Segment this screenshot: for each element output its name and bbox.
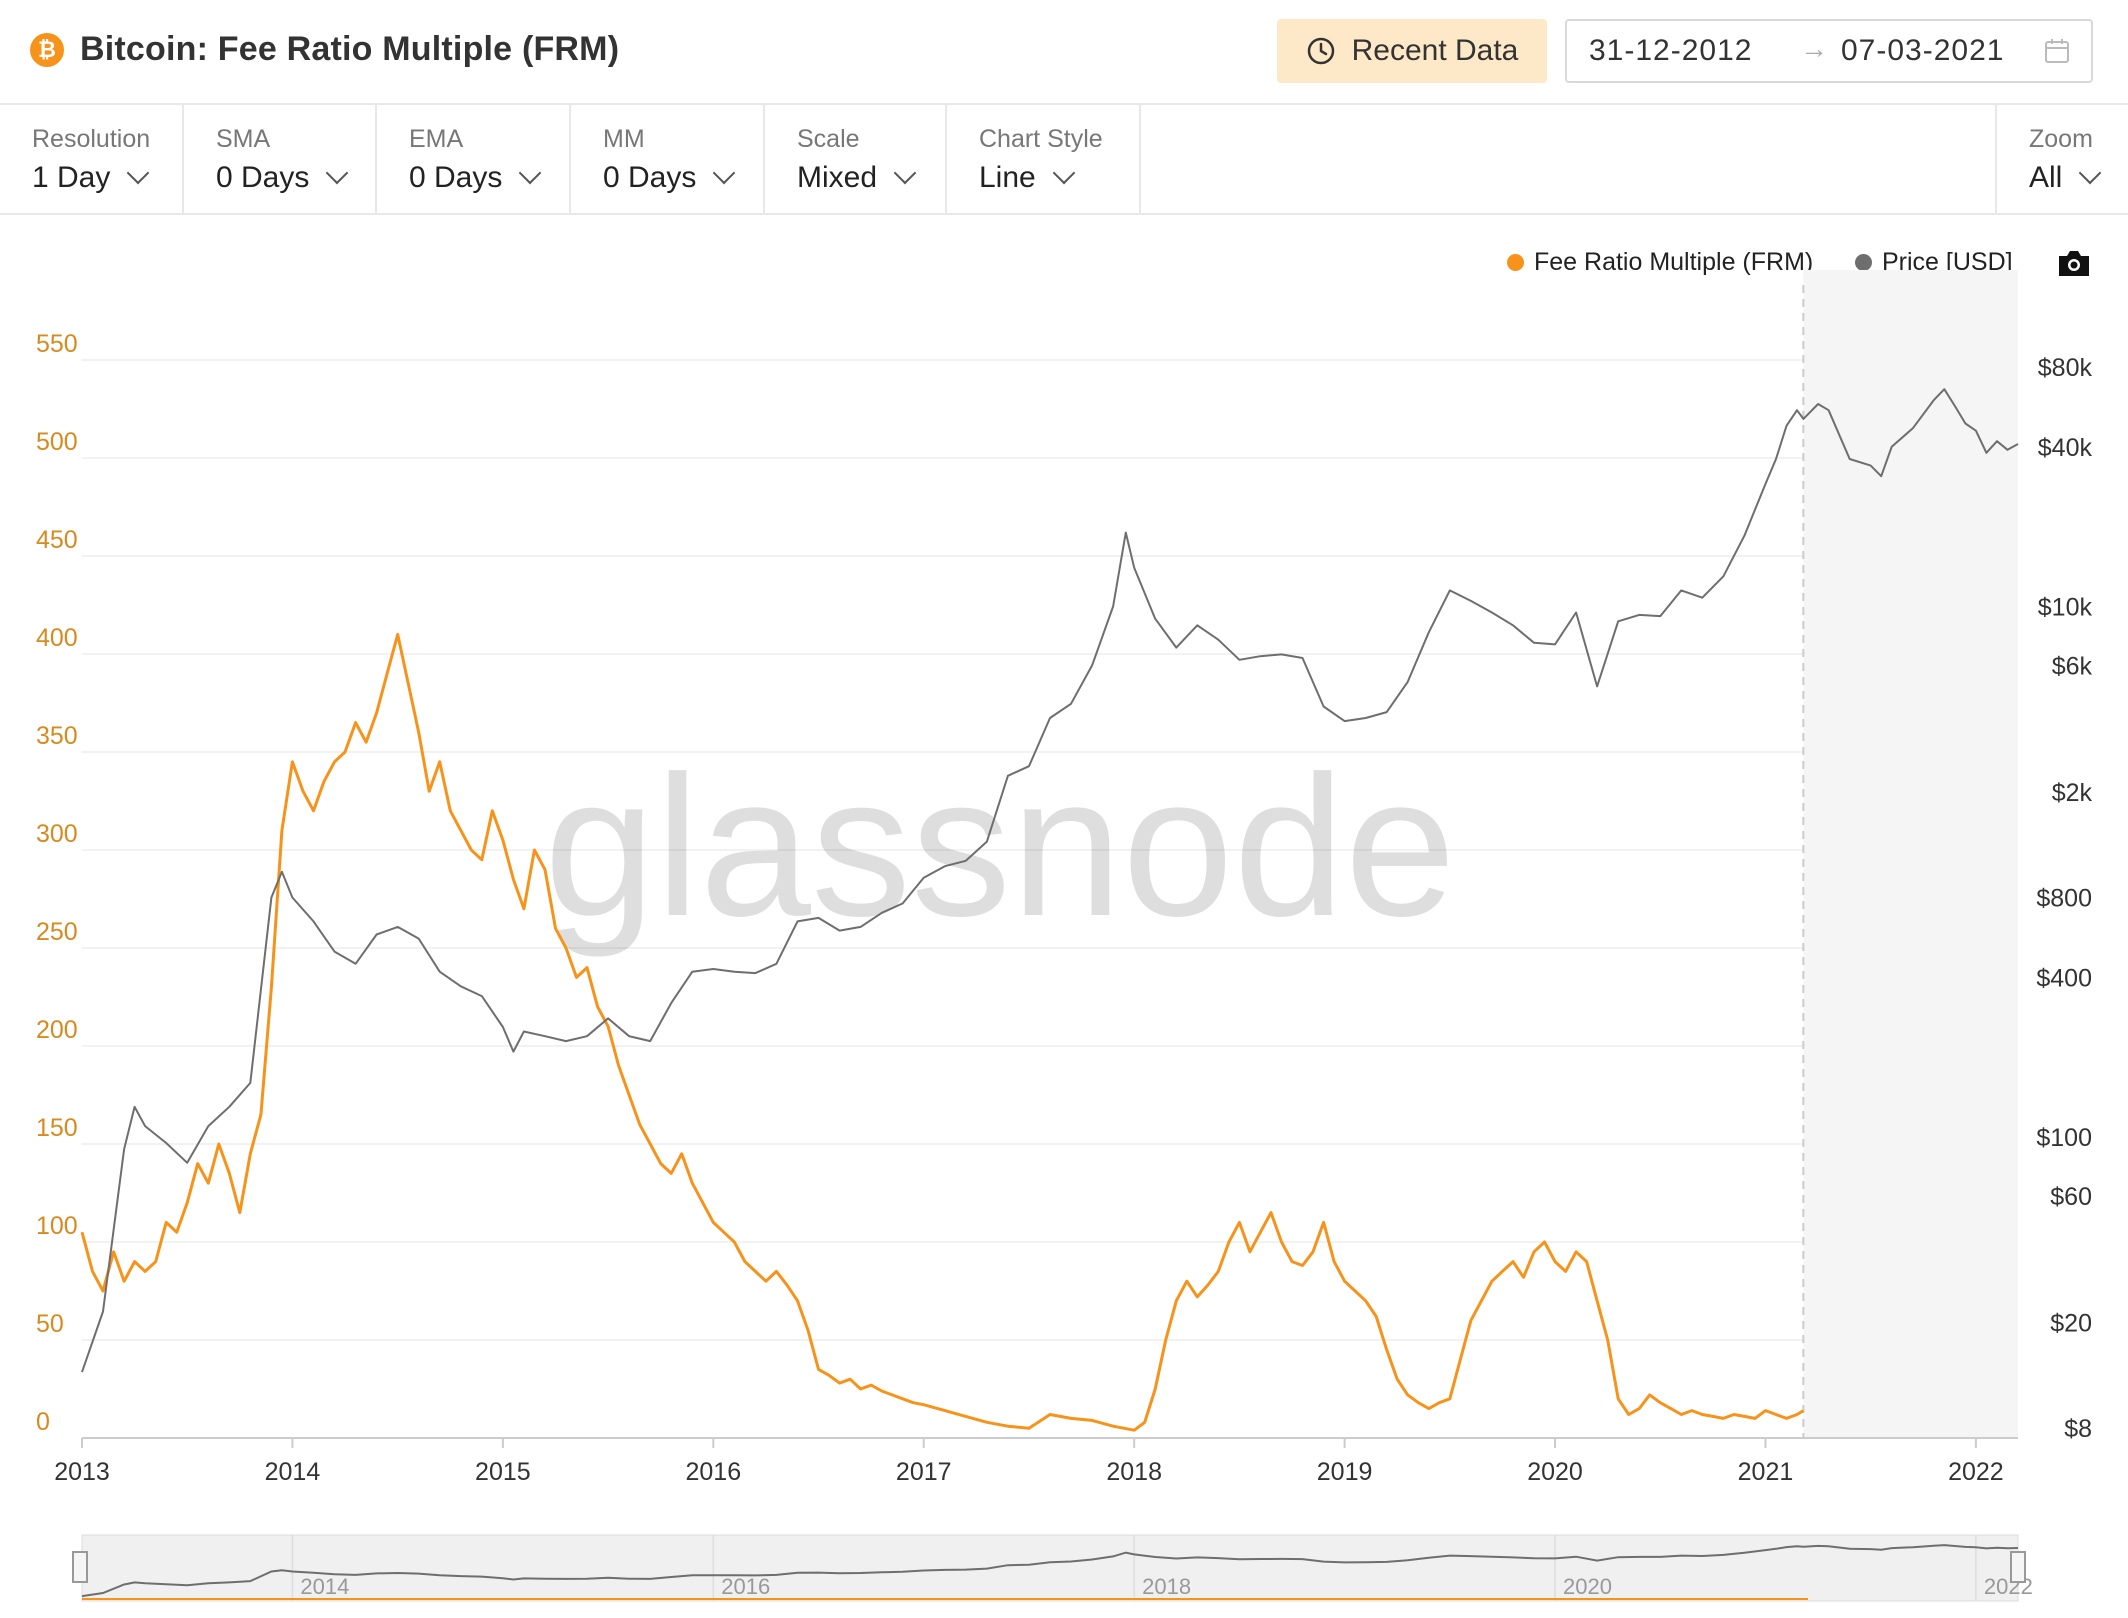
right-tick-label: $20 <box>2050 1309 2092 1337</box>
page-title: Bitcoin: Fee Ratio Multiple (FRM) <box>80 30 620 68</box>
left-tick-label: 500 <box>36 428 78 456</box>
navigator-handle-left[interactable] <box>72 1551 88 1583</box>
series-line-price[interactable] <box>81 388 2019 1373</box>
sma-select[interactable]: SMA 0 Days <box>184 105 377 213</box>
date-to-input[interactable]: 07-03-2021 <box>1841 34 2005 67</box>
recent-data-label: Recent Data <box>1351 34 1519 67</box>
navigator-tick-label: 2014 <box>300 1574 349 1599</box>
left-tick-label: 550 <box>36 330 78 358</box>
chevron-down-icon <box>127 161 150 185</box>
ema-value[interactable]: 0 Days <box>409 161 542 195</box>
scale-value[interactable]: Mixed <box>797 161 917 195</box>
mm-select[interactable]: MM 0 Days <box>571 105 765 213</box>
chevron-down-icon <box>893 161 917 185</box>
series-line-frm[interactable] <box>80 632 1805 1432</box>
right-tick-label: $400 <box>2036 964 2092 992</box>
ema-label: EMA <box>409 125 464 153</box>
x-tick-label: 2016 <box>685 1458 741 1486</box>
left-tick-label: 0 <box>36 1408 50 1436</box>
navigator-track[interactable] <box>81 1534 2019 1602</box>
chart-style-label: Chart Style <box>979 125 1103 153</box>
camera-icon[interactable] <box>2055 248 2093 280</box>
left-tick-label: 50 <box>36 1310 64 1338</box>
chart-controls: Resolution 1 Day SMA 0 Days EMA 0 Days M… <box>0 105 2128 215</box>
left-tick-label: 450 <box>36 526 78 554</box>
x-tick-label: 2018 <box>1106 1458 1162 1486</box>
date-range-picker[interactable]: 31-12-2012 → 07-03-2021 <box>1565 19 2093 83</box>
chart-style-select[interactable]: Chart Style Line <box>947 105 1141 213</box>
resolution-select[interactable]: Resolution 1 Day <box>0 105 184 213</box>
zoom-select[interactable]: Zoom All <box>1995 105 2128 213</box>
right-tick-label: $60 <box>2050 1183 2092 1211</box>
chevron-down-icon <box>519 161 542 185</box>
legend-frm[interactable]: Fee Ratio Multiple (FRM) <box>1507 248 1813 277</box>
chevron-down-icon <box>326 161 349 185</box>
right-axis-ticks: $8 $20 $60 $100 $400 $800 $2k $6k $10k $40k $80k <box>2036 354 2092 1443</box>
scale-select[interactable]: Scale Mixed <box>765 105 947 213</box>
x-axis-ticks: 2013 2014 2015 2016 2017 2018 2019 2020 2021 2022 <box>54 1438 2004 1486</box>
right-tick-label: $8 <box>2064 1415 2092 1443</box>
x-tick-label: 2013 <box>54 1458 110 1486</box>
left-axis-ticks: 0 50 100 150 200 250 300 350 400 450 500 550 <box>36 330 78 1436</box>
navigator-ticks: 2014 2016 2018 2020 2022 <box>291 1535 2033 1601</box>
resolution-value[interactable]: 1 Day <box>32 161 150 195</box>
watermark: glassnode <box>544 735 1456 958</box>
left-tick-label: 300 <box>36 820 78 848</box>
arrow-right-icon: → <box>1800 33 1828 64</box>
zoom-label: Zoom <box>2029 125 2093 153</box>
left-tick-label: 150 <box>36 1114 78 1142</box>
navigator-tick-label: 2020 <box>1563 1574 1612 1599</box>
right-tick-label: $40k <box>2038 434 2093 462</box>
sma-value[interactable]: 0 Days <box>216 161 349 195</box>
date-from-input[interactable]: 31-12-2012 <box>1589 34 1753 67</box>
gridlines <box>82 359 2018 1439</box>
x-tick-label: 2014 <box>265 1458 321 1486</box>
sma-label: SMA <box>216 125 271 153</box>
navigator-tick-label: 2016 <box>721 1574 770 1599</box>
chevron-down-icon <box>1052 161 1076 185</box>
resolution-label: Resolution <box>32 125 151 153</box>
x-tick-label: 2015 <box>475 1458 531 1486</box>
legend-label-frm: Fee Ratio Multiple (FRM) <box>1534 248 1814 276</box>
recent-highlight-region <box>1803 270 2018 1438</box>
chart-area[interactable]: glassnode 0 50 100 150 200 250 300 350 400 450 500… <box>0 215 2128 1615</box>
right-tick-label: $10k <box>2038 594 2093 622</box>
right-tick-label: $2k <box>2052 779 2093 807</box>
recent-data-button[interactable]: Recent Data <box>1277 19 1547 83</box>
clock-icon <box>1307 37 1334 65</box>
right-tick-label: $800 <box>2036 885 2092 913</box>
x-tick-label: 2017 <box>896 1458 952 1486</box>
chart-style-value[interactable]: Line <box>979 161 1076 195</box>
left-tick-label: 100 <box>36 1212 78 1240</box>
right-tick-label: $6k <box>2052 652 2093 680</box>
calendar-icon[interactable] <box>2043 37 2071 65</box>
navigator-tick-label: 2018 <box>1142 1574 1191 1599</box>
right-tick-label: $100 <box>2036 1124 2092 1152</box>
x-tick-label: 2021 <box>1738 1458 1794 1486</box>
left-tick-label: 250 <box>36 918 78 946</box>
mm-value[interactable]: 0 Days <box>603 161 736 195</box>
legend-dot-price <box>1855 254 1872 271</box>
x-tick-label: 2020 <box>1527 1458 1583 1486</box>
chevron-down-icon <box>2079 161 2102 185</box>
header-bar: ₿ Bitcoin: Fee Ratio Multiple (FRM) Rece… <box>0 0 2128 105</box>
title-group: ₿ Bitcoin: Fee Ratio Multiple (FRM) <box>30 30 619 69</box>
chevron-down-icon <box>713 161 736 185</box>
right-tick-label: $80k <box>2038 354 2093 382</box>
left-tick-label: 350 <box>36 722 78 750</box>
ema-select[interactable]: EMA 0 Days <box>377 105 571 213</box>
x-tick-label: 2022 <box>1948 1458 2004 1486</box>
mm-label: MM <box>603 125 645 153</box>
x-tick-label: 2019 <box>1317 1458 1373 1486</box>
bitcoin-icon: ₿ <box>30 32 64 67</box>
left-tick-label: 400 <box>36 624 78 652</box>
scale-label: Scale <box>797 125 860 153</box>
legend-dot-frm <box>1507 254 1524 271</box>
navigator-handle-right[interactable] <box>2010 1551 2026 1583</box>
left-tick-label: 200 <box>36 1016 78 1044</box>
zoom-value[interactable]: All <box>2029 161 2102 195</box>
navigator-price-line <box>81 1544 2019 1598</box>
